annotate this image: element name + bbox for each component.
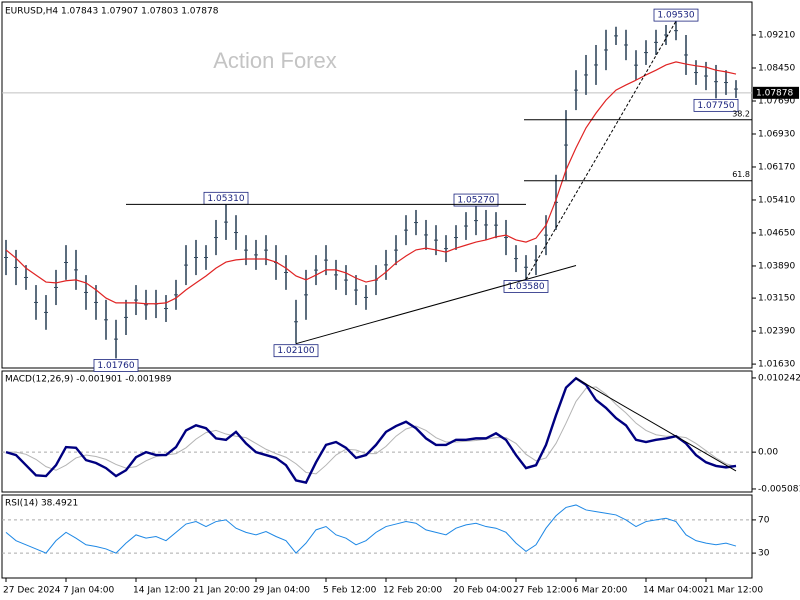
price-annotation: 1.05310 [207,194,244,204]
y-tick-label: 1.04650 [758,228,795,238]
rsi-line [5,504,737,554]
y-tick-label: 1.03890 [758,261,795,271]
y-tick-label: 1.09210 [758,30,795,40]
price-annotation-box [273,344,319,358]
watermark: Action Forex [213,48,337,73]
current-price-label: 1.07878 [756,88,793,98]
x-tick-label: 14 Jan 12:00 [133,586,190,596]
x-tick-label: 5 Feb 12:00 [323,586,377,596]
x-tick-label: 20 Feb 04:00 [453,586,512,596]
price-annotation-box [693,98,739,112]
y-tick-label: 1.03150 [758,294,795,304]
x-tick-label: 14 Mar 04:00 [643,586,703,596]
price-annotation: 1.03580 [507,282,544,292]
x-tick-label: 27 Dec 2024 [3,586,61,596]
macd-line [5,376,737,484]
y-tick-label: 1.08450 [758,63,795,73]
price-annotation-box [653,8,699,22]
price-annotation-box [453,193,499,207]
macd-title: MACD(12,26,9) -0.001901 -0.001989 [5,375,172,385]
fib-label: 38.2 [732,109,750,118]
macd-trendline [575,377,737,472]
x-tick-label: 21 Jan 20:00 [193,586,250,596]
current-price-box [753,86,799,99]
x-tick-label: 7 Jan 04:00 [63,586,115,596]
y-tick-label: 0.00 [758,448,778,458]
y-tick-label: 0.010242 [758,373,800,383]
price-annotation: 1.02100 [277,346,314,356]
y-tick-label: 30 [758,549,770,559]
support-line [295,264,577,345]
y-tick-label: 1.05410 [758,195,795,205]
x-tick-label: 6 Mar 20:00 [573,586,628,596]
price-annotation: 1.07750 [697,101,734,111]
y-tick-label: 1.06930 [758,129,795,139]
y-tick-label: -0.005081 [758,484,800,494]
rsi-title: RSI(14) 38.4921 [5,499,78,509]
price-annotation-box [503,280,549,293]
moving-average [5,61,737,305]
price-annotation: 1.05270 [457,196,494,206]
y-tick-label: 70 [758,515,770,525]
x-tick-label: 29 Jan 04:00 [253,586,310,596]
price-annotation-box [93,359,139,372]
x-tick-label: 12 Feb 20:00 [383,586,442,596]
macd-panel [1,370,753,493]
y-tick-label: 1.02390 [758,327,795,337]
chart-title: EURUSD,H4 1.07843 1.07907 1.07803 1.0787… [5,7,219,17]
price-annotation: 1.09530 [657,11,694,21]
y-tick-label: 1.01630 [758,360,795,370]
x-tick-label: 21 Mar 12:00 [703,586,763,596]
price-panel [1,1,753,369]
fib-label: 61.8 [732,170,750,179]
price-annotation: 1.01760 [97,361,134,371]
y-tick-label: 1.07690 [758,96,795,106]
y-tick-label: 1.06170 [758,162,795,172]
x-tick-label: 27 Feb 12:00 [513,586,572,596]
rsi-panel [1,494,753,579]
